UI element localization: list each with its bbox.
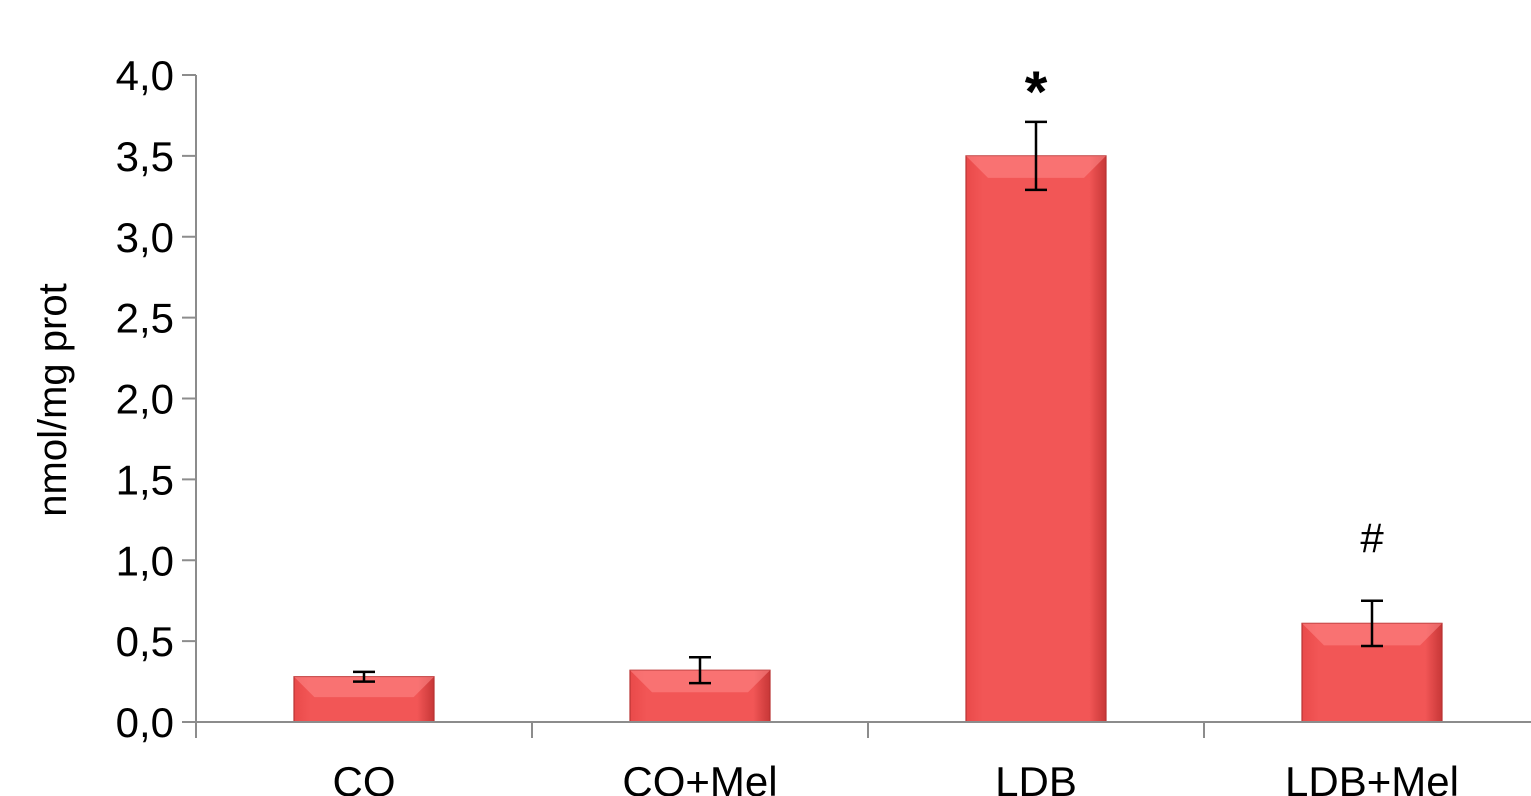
y-tick-label: 2,5	[116, 295, 174, 342]
x-category-label: LDB	[995, 758, 1077, 796]
bars-group: *#	[293, 60, 1443, 723]
x-category-label: CO	[333, 758, 396, 796]
y-tick-label: 2,0	[116, 376, 174, 423]
x-category-label: CO+Mel	[622, 758, 777, 796]
y-axis: 0,0 0,5 1,0 1,5 2,0 2,5 3,0 3,5 4,0	[116, 52, 197, 746]
y-tick-label: 0,5	[116, 618, 174, 665]
y-axis-title: nmol/mg prot	[31, 283, 75, 516]
y-tick-label: 0,0	[116, 699, 174, 746]
significance-hash: #	[1360, 515, 1384, 562]
x-axis: CO CO+Mel LDB LDB+Mel	[195, 721, 1531, 796]
y-tick-label: 1,0	[116, 537, 174, 584]
y-tick-label: 4,0	[116, 52, 174, 99]
y-tick-label: 3,5	[116, 133, 174, 180]
y-tick-label: 3,0	[116, 214, 174, 261]
significance-star: *	[1025, 60, 1048, 125]
bar-bevel	[294, 676, 434, 698]
x-category-label: LDB+Mel	[1285, 758, 1459, 796]
y-tick-label: 1,5	[116, 456, 174, 503]
bar	[965, 155, 1107, 723]
